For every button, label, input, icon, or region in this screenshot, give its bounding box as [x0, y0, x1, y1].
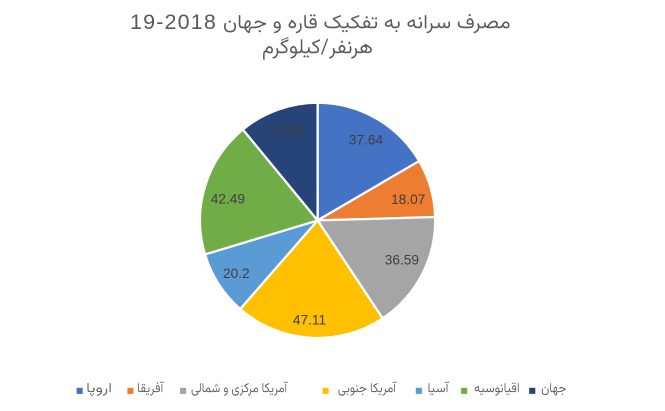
svg-text:19-2018: 19-2018 — [130, 10, 217, 34]
svg-text:37.64: 37.64 — [349, 133, 384, 148]
svg-text:47.11: 47.11 — [293, 312, 326, 327]
svg-text:24.85: 24.85 — [269, 123, 304, 138]
svg-text:36.59: 36.59 — [385, 253, 419, 268]
svg-text:20.2: 20.2 — [223, 266, 250, 281]
svg-text:42.49: 42.49 — [211, 192, 245, 207]
svg-text:18.07: 18.07 — [391, 192, 425, 207]
